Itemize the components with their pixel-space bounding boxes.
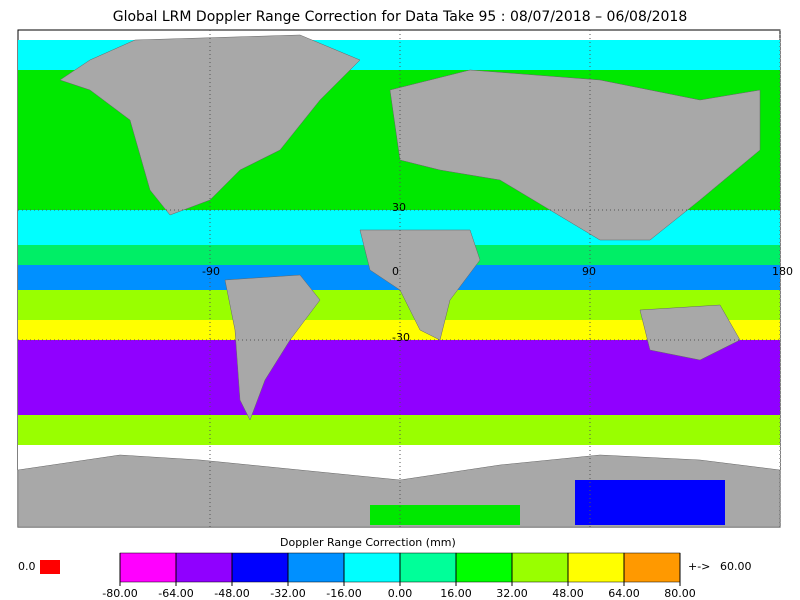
lon-label: -90 xyxy=(202,265,220,278)
missing-swatch xyxy=(40,560,60,574)
colorbar-segment xyxy=(287,552,345,583)
title: Global LRM Doppler Range Correction for … xyxy=(113,9,687,25)
band xyxy=(18,415,780,445)
land xyxy=(389,69,761,241)
colorbar: -80.00 -64.00 -48.00 -32.00 -16.00 0.00 16.00 3… xyxy=(102,552,696,600)
colorbar-tick-label: -32.00 xyxy=(270,587,305,600)
colorbar-segment xyxy=(343,552,401,583)
colorbar-tick-label: -16.00 xyxy=(326,587,361,600)
colorbar-tick-label: 48.00 xyxy=(552,587,584,600)
colorbar-tick-label: -80.00 xyxy=(102,587,137,600)
colorbar-segment xyxy=(455,552,513,583)
land xyxy=(639,304,741,361)
land xyxy=(224,274,321,421)
lon-label: 90 xyxy=(582,265,596,278)
overflow-symbol: +-> xyxy=(688,560,710,573)
lat-label: 30 xyxy=(392,201,406,214)
colorbar-tick-label: 0.00 xyxy=(388,587,413,600)
colorbar-tick-label: -48.00 xyxy=(214,587,249,600)
band xyxy=(18,320,780,340)
colorbar-segment xyxy=(567,552,625,583)
colorbar-tick-label: 32.00 xyxy=(496,587,528,600)
colorbar-tick-label: 80.00 xyxy=(664,587,696,600)
colorbar-tick-label: -64.00 xyxy=(158,587,193,600)
colorbar-segment xyxy=(511,552,569,583)
colorbar-segment xyxy=(623,552,681,583)
lon-label: 180 xyxy=(772,265,793,278)
colorbar-tick-label: 64.00 xyxy=(608,587,640,600)
colorbar-label: Doppler Range Correction (mm) xyxy=(280,536,456,549)
colorbar-segment xyxy=(175,552,233,583)
band xyxy=(370,505,520,525)
colorbar-tick-label: 16.00 xyxy=(440,587,472,600)
colorbar-segment xyxy=(119,552,177,583)
colorbar-segment xyxy=(231,552,289,583)
graticule: 30 -30 -90 0 90 180 xyxy=(18,30,793,527)
land xyxy=(359,229,481,341)
lon-label: 0 xyxy=(392,265,399,278)
missing-label: 0.0 xyxy=(18,560,36,573)
band xyxy=(18,340,780,415)
overflow-label: 60.00 xyxy=(720,560,752,573)
colorbar-segment xyxy=(399,552,457,583)
lat-label: -30 xyxy=(392,331,410,344)
land xyxy=(59,34,361,216)
map xyxy=(17,29,781,528)
band xyxy=(575,480,725,525)
